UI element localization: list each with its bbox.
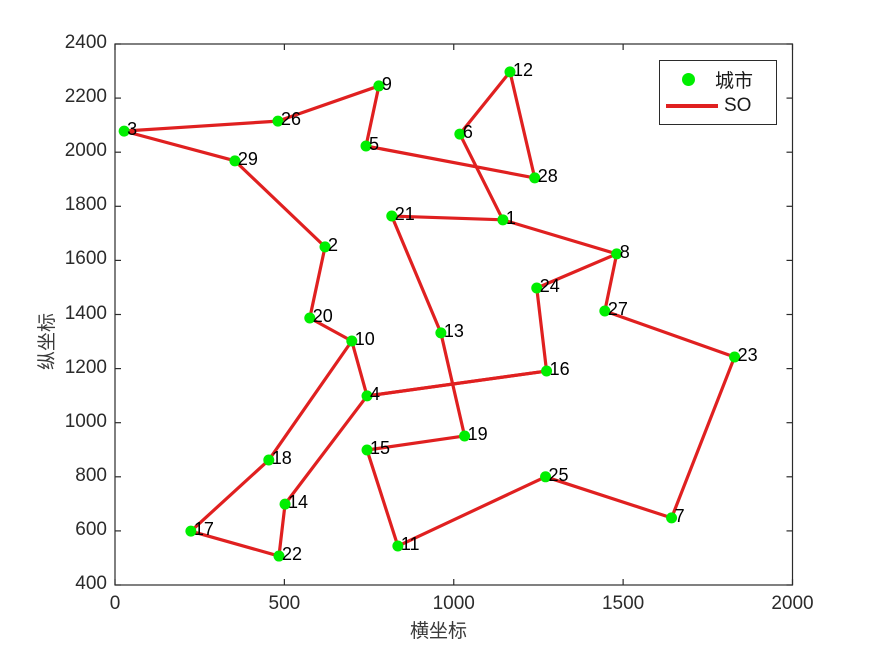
x-tick-label: 1500 — [601, 593, 645, 614]
city-marker — [454, 128, 466, 140]
legend-city-label: 城市 — [715, 70, 754, 92]
x-tick-label: 500 — [268, 593, 301, 614]
city-label-4: 4 — [370, 383, 381, 404]
y-tick-label: 1400 — [64, 302, 107, 324]
city-label-17: 17 — [193, 519, 214, 540]
city-marker — [531, 282, 543, 294]
city-label-26: 26 — [280, 109, 301, 130]
city-marker — [118, 125, 130, 137]
city-marker — [504, 66, 516, 78]
y-axis-title: 纵坐标 — [37, 312, 58, 370]
y-tick-label: 1200 — [64, 356, 107, 378]
city-marker — [386, 210, 398, 222]
city-label-7: 7 — [674, 505, 685, 526]
city-label-16: 16 — [549, 359, 570, 380]
city-label-9: 9 — [381, 73, 392, 94]
city-marker — [273, 550, 285, 562]
y-tick-label: 1000 — [64, 410, 107, 432]
y-tick-label: 800 — [75, 464, 107, 486]
city-label-1: 1 — [505, 207, 516, 228]
x-tick-label: 1000 — [432, 593, 475, 614]
city-marker — [346, 335, 358, 347]
city-marker — [304, 312, 316, 324]
city-marker — [729, 351, 741, 363]
city-label-21: 21 — [394, 204, 415, 225]
city-marker — [392, 540, 404, 552]
y-tick-label: 1600 — [64, 248, 107, 270]
y-tick-label: 1800 — [64, 194, 107, 216]
city-marker — [599, 305, 611, 317]
city-label-29: 29 — [237, 148, 258, 169]
city-label-18: 18 — [271, 448, 292, 469]
city-marker — [229, 155, 241, 167]
city-label-12: 12 — [512, 59, 533, 80]
city-label-28: 28 — [537, 165, 558, 186]
city-label-23: 23 — [737, 344, 758, 365]
city-marker — [540, 471, 552, 483]
city-marker — [319, 241, 331, 253]
city-marker — [361, 444, 373, 456]
city-label-10: 10 — [354, 329, 375, 349]
y-tick-label: 2400 — [64, 32, 107, 53]
y-tick-label: 2200 — [64, 86, 107, 108]
legend-so-label: SO — [724, 95, 752, 116]
city-label-14: 14 — [288, 492, 309, 513]
city-label-6: 6 — [462, 122, 473, 143]
x-tick-label: 0 — [109, 593, 121, 614]
city-label-5: 5 — [369, 133, 380, 154]
city-label-19: 19 — [467, 423, 488, 444]
legend-entry-so[interactable]: SO — [660, 94, 776, 118]
city-marker — [541, 365, 553, 377]
city-label-24: 24 — [539, 275, 560, 296]
city-marker — [459, 430, 471, 442]
city-label-15: 15 — [370, 438, 391, 459]
city-marker — [263, 454, 275, 466]
legend-city-dot — [682, 72, 695, 86]
city-label-25: 25 — [548, 464, 569, 485]
city-label-27: 27 — [607, 298, 628, 319]
city-marker — [435, 327, 447, 339]
legend-so-line — [666, 104, 718, 108]
city-marker — [611, 248, 623, 260]
city-label-20: 20 — [312, 306, 333, 327]
legend-entry-city[interactable]: 城市 — [660, 67, 776, 92]
legend[interactable]: 城市 SO — [659, 60, 777, 125]
city-marker — [529, 172, 541, 184]
route-polyline — [122, 70, 737, 558]
axis-ticks — [114, 43, 794, 586]
city-label-11: 11 — [400, 534, 420, 555]
city-label-13: 13 — [443, 320, 464, 341]
city-label-2: 2 — [328, 234, 339, 255]
city-marker — [279, 498, 291, 510]
city-marker — [666, 512, 678, 524]
x-tick-label: 2000 — [771, 593, 814, 614]
y-tick-label: 400 — [75, 573, 107, 594]
city-marker — [497, 214, 509, 226]
city-label-8: 8 — [619, 241, 630, 262]
city-marker — [185, 525, 197, 537]
y-tick-label: 600 — [75, 518, 107, 540]
city-label-3: 3 — [127, 119, 138, 140]
city-label-22: 22 — [281, 544, 302, 565]
y-tick-label: 2000 — [64, 140, 107, 162]
city-markers — [118, 66, 741, 562]
city-marker — [373, 80, 385, 92]
city-marker — [360, 140, 372, 152]
x-axis-title: 横坐标 — [410, 621, 468, 642]
city-marker — [361, 390, 373, 402]
city-marker — [272, 115, 284, 127]
